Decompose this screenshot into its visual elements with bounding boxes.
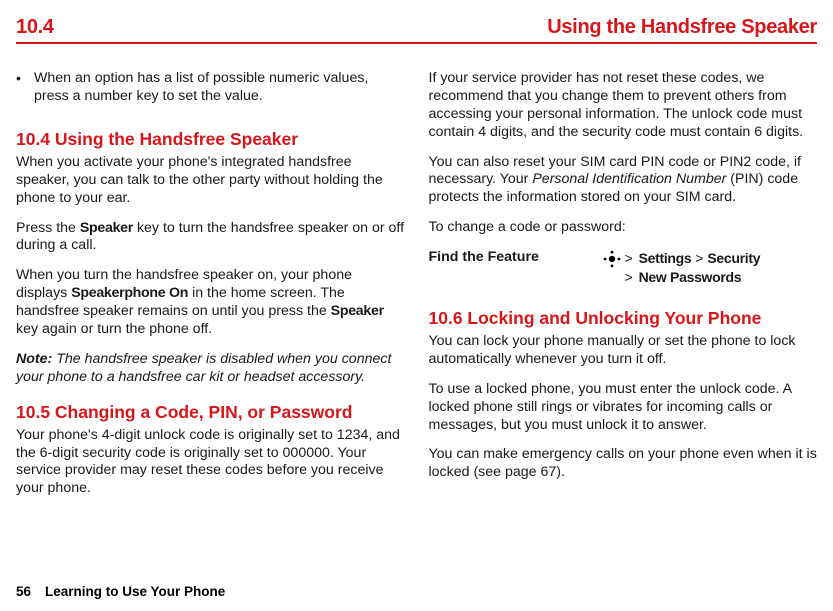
paragraph: When you turn the handsfree speaker on, …	[16, 267, 405, 339]
path-gt: >	[625, 269, 637, 285]
bullet-text: When an option has a list of possible nu…	[34, 70, 405, 106]
footer-title: Learning to Use Your Phone	[45, 584, 225, 599]
text-run: Press the	[16, 220, 80, 236]
path-item: Settings	[639, 250, 692, 266]
paragraph: You can lock your phone manually or set …	[429, 333, 818, 369]
page-header: 10.4 Using the Handsfree Speaker	[16, 16, 817, 39]
path-item: Security	[707, 250, 760, 266]
path-gt: >	[625, 250, 637, 266]
page-number: 56	[16, 584, 31, 599]
find-feature-row: Find the Feature > Settings > Security	[429, 249, 818, 287]
note-text: The handsfree speaker is disabled when y…	[16, 351, 391, 385]
key-label: Speaker	[331, 303, 384, 319]
header-rule	[16, 42, 817, 44]
paragraph: You can make emergency calls on your pho…	[429, 446, 818, 482]
menu-path-line1: > Settings > Security	[625, 249, 761, 268]
paragraph: Press the Speaker key to turn the handsf…	[16, 220, 405, 256]
bullet-dot-icon	[16, 70, 34, 106]
find-feature-label: Find the Feature	[429, 249, 599, 267]
paragraph: To change a code or password:	[429, 219, 818, 237]
paragraph: If your service provider has not reset t…	[429, 70, 818, 142]
note-paragraph: Note: The handsfree speaker is disabled …	[16, 351, 405, 387]
header-section-number: 10.4	[16, 16, 54, 39]
path-sep: >	[691, 250, 707, 266]
emphasis: Personal Identification Number	[532, 171, 726, 187]
bullet-item: When an option has a list of possible nu…	[16, 70, 405, 106]
path-item: New Passwords	[639, 269, 742, 285]
note-label: Note:	[16, 351, 52, 367]
paragraph: To use a locked phone, you must enter th…	[429, 381, 818, 435]
key-label: Speaker	[80, 220, 133, 236]
paragraph: When you activate your phone's integrate…	[16, 154, 405, 208]
heading-10-6: 10.6 Locking and Unlocking Your Phone	[429, 307, 818, 329]
paragraph: Your phone's 4-digit unlock code is orig…	[16, 427, 405, 499]
content-columns: When an option has a list of possible nu…	[16, 70, 817, 510]
left-column: When an option has a list of possible nu…	[16, 70, 405, 510]
right-column: If your service provider has not reset t…	[429, 70, 818, 510]
nav-key-icon	[599, 250, 625, 271]
header-section-title: Using the Handsfree Speaker	[547, 16, 817, 39]
page-footer: 56 Learning to Use Your Phone	[16, 584, 225, 599]
heading-10-4: 10.4 Using the Handsfree Speaker	[16, 128, 405, 150]
text-run: key again or turn the phone off.	[16, 321, 212, 337]
paragraph: You can also reset your SIM card PIN cod…	[429, 154, 818, 208]
menu-path: > Settings > Security > New Passwords	[625, 249, 761, 287]
page: 10.4 Using the Handsfree Speaker When an…	[0, 0, 833, 611]
heading-10-5: 10.5 Changing a Code, PIN, or Password	[16, 401, 405, 423]
key-label: Speakerphone On	[71, 285, 188, 301]
menu-path-line2: > New Passwords	[625, 268, 761, 287]
